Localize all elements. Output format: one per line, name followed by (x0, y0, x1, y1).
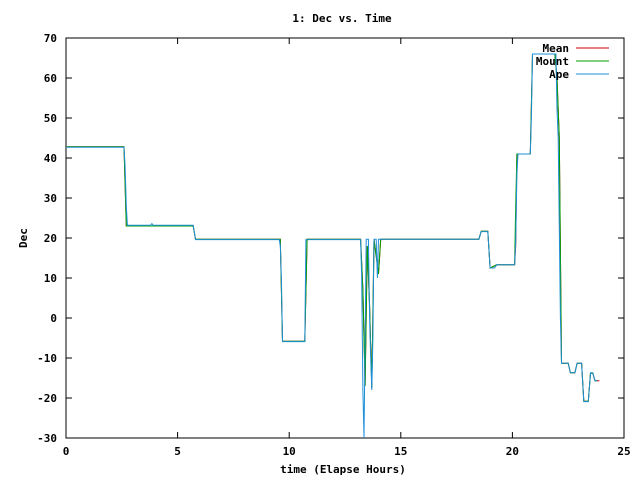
x-axis-label: time (Elapse Hours) (280, 463, 406, 476)
y-axis-label: Dec (17, 228, 30, 248)
x-tick-label: 5 (174, 445, 181, 458)
x-ticks: 0 5 10 15 20 25 (63, 38, 631, 458)
x-tick-label: 25 (617, 445, 630, 458)
y-tick-label: 50 (44, 112, 57, 125)
plot-border (65, 37, 625, 439)
y-tick-label: -10 (37, 352, 57, 365)
series-lines (66, 53, 600, 439)
y-tick-label: 0 (50, 312, 57, 325)
y-tick-label: 60 (44, 72, 57, 85)
chart-title: 1: Dec vs. Time (292, 12, 392, 25)
y-tick-label: 40 (44, 152, 57, 165)
series-line-ape (66, 53, 598, 439)
x-tick-label: 0 (63, 445, 70, 458)
legend-label-ape: Ape (549, 68, 569, 81)
series-line-mean (66, 53, 600, 402)
y-tick-label: 70 (44, 32, 57, 45)
legend-label-mount: Mount (536, 55, 569, 68)
x-tick-label: 10 (283, 445, 296, 458)
y-tick-label: 30 (44, 192, 57, 205)
y-ticks: -30 -20 -10 0 10 20 30 40 50 60 70 (37, 32, 624, 445)
y-tick-label: 10 (44, 272, 57, 285)
y-tick-label: 20 (44, 232, 57, 245)
x-tick-label: 20 (506, 445, 519, 458)
plot-area (65, 37, 625, 439)
series-line-mount (66, 53, 598, 402)
x-tick-label: 15 (394, 445, 407, 458)
y-tick-label: -20 (37, 392, 57, 405)
legend-label-mean: Mean (543, 42, 570, 55)
y-tick-label: -30 (37, 432, 57, 445)
